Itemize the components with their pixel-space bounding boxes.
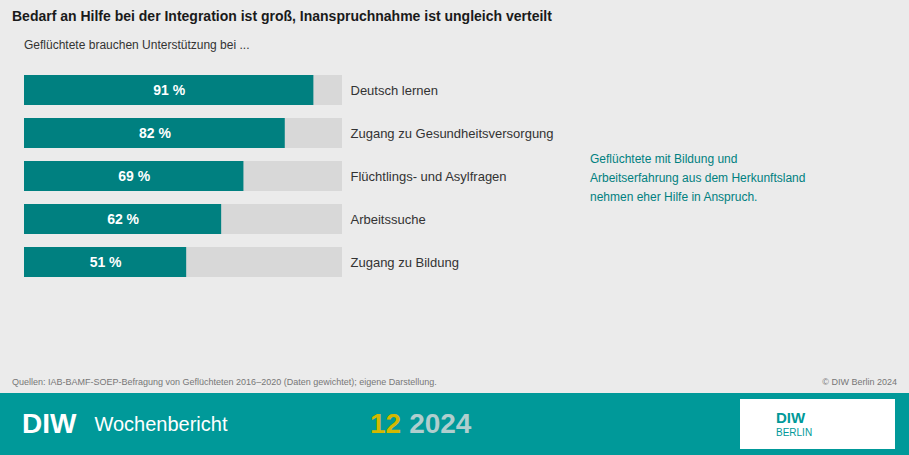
html-text:BERLIN: BERLIN [776,426,813,438]
html-text:12 2024: 12 2024 [370,408,472,439]
html-text:Wochenbericht: Wochenbericht [94,412,228,435]
svg-text:62 %: 62 % [107,211,139,227]
html-text:DIW: DIW [22,408,77,439]
svg-text:Zugang zu Bildung: Zugang zu Bildung [351,255,459,270]
svg-text:Zugang zu Gesundheitsversorgun: Zugang zu Gesundheitsversorgung [351,126,554,141]
html-text:© DIW Berlin 2024: © DIW Berlin 2024 [822,377,897,387]
svg-text:91 %: 91 % [153,82,185,98]
svg-text:82 %: 82 % [139,125,171,141]
html-text:DIW: DIW [776,409,806,427]
svg-text:Deutsch lernen: Deutsch lernen [351,83,438,98]
svg-text:Arbeitssuche: Arbeitssuche [351,212,426,227]
html-text:Geflüchtete brauchen Unterstüt: Geflüchtete brauchen Unterstützung bei .… [24,38,250,52]
svg-text:Flüchtlings- und Asylfragen: Flüchtlings- und Asylfragen [351,169,507,184]
html-text:Geflüchtete mit Bildung und Ar: Geflüchtete mit Bildung und Arbeitserfah… [590,152,806,205]
svg-text:69 %: 69 % [118,168,150,184]
svg-text:51 %: 51 % [90,254,122,270]
html-text:Quellen: IAB-BAMF-SOEP-Befragu: Quellen: IAB-BAMF-SOEP-Befragung von Gef… [12,377,437,387]
html-text:Bedarf an Hilfe bei der Integr: Bedarf an Hilfe bei der Integration ist … [12,8,552,24]
